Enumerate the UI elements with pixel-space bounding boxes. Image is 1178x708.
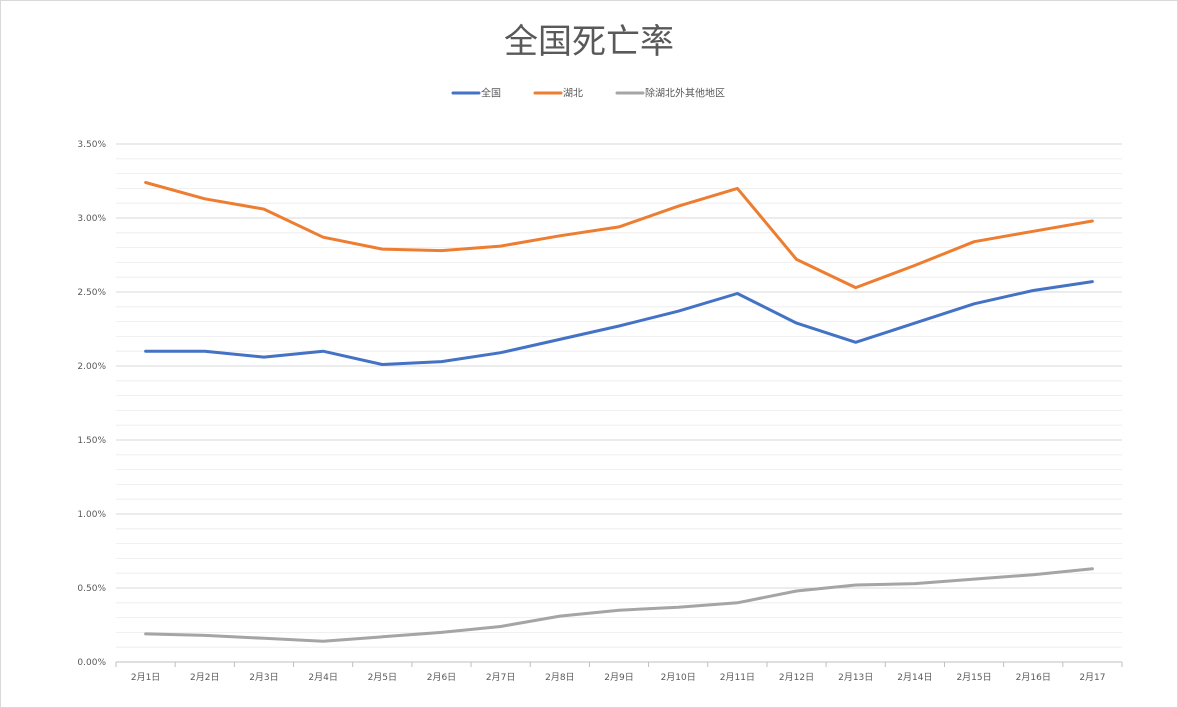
x-tick-label: 2月2日 <box>190 672 219 683</box>
legend-label: 除湖北外其他地区 <box>645 87 725 100</box>
series-line-3 <box>144 567 1094 643</box>
x-tick-label: 2月1日 <box>131 672 160 683</box>
y-tick-label: 2.00% <box>77 362 106 372</box>
y-tick-label: 1.00% <box>77 510 106 520</box>
x-tick-label: 2月17 <box>1079 672 1105 683</box>
legend-item-3: 除湖北外其他地区 <box>615 87 725 100</box>
x-tick-label: 2月6日 <box>427 672 456 683</box>
chart-title: 全国死亡率 <box>504 22 674 62</box>
y-tick-label: 3.00% <box>77 214 106 224</box>
legend: 全国 湖北 除湖北外其他地区 <box>451 87 725 100</box>
x-axis: 2月1日 2月2日 2月3日 2月4日 2月5日 2月6日 2月7日 2月8日 2月9日 2月10… <box>115 661 1123 683</box>
y-axis: 0.00% 0.50% 1.00% 1.50% 2.00% 2.50% 3.00% 3.50% <box>77 140 106 668</box>
x-tick-label: 2月12日 <box>779 672 814 683</box>
x-tick-label: 2月14日 <box>897 672 932 683</box>
series-line-1 <box>144 280 1094 366</box>
y-tick-label: 0.00% <box>77 658 106 668</box>
x-tick-label: 2月8日 <box>545 672 574 683</box>
series-line-2 <box>144 181 1094 290</box>
y-tick-label: 1.50% <box>77 436 106 446</box>
x-tick-label: 2月4日 <box>308 672 337 683</box>
x-tick-label: 2月7日 <box>486 672 515 683</box>
x-tick-label: 2月15日 <box>956 672 991 683</box>
legend-item-2: 湖北 <box>533 88 583 100</box>
y-tick-label: 2.50% <box>77 288 106 298</box>
x-tick-label: 2月3日 <box>249 672 278 683</box>
legend-label: 全国 <box>481 87 501 100</box>
x-tick-label: 2月5日 <box>368 672 397 683</box>
x-tick-label: 2月16日 <box>1016 672 1051 683</box>
legend-item-1: 全国 <box>451 87 501 100</box>
legend-label: 湖北 <box>563 88 583 100</box>
y-tick-label: 0.50% <box>77 584 106 594</box>
x-tick-label: 2月10日 <box>661 672 696 683</box>
x-tick-label: 2月13日 <box>838 672 873 683</box>
x-tick-label: 2月11日 <box>720 672 755 683</box>
gridlines <box>116 143 1122 663</box>
series-lines <box>144 181 1094 643</box>
x-tick-label: 2月9日 <box>604 672 633 683</box>
y-tick-label: 3.50% <box>77 140 106 150</box>
